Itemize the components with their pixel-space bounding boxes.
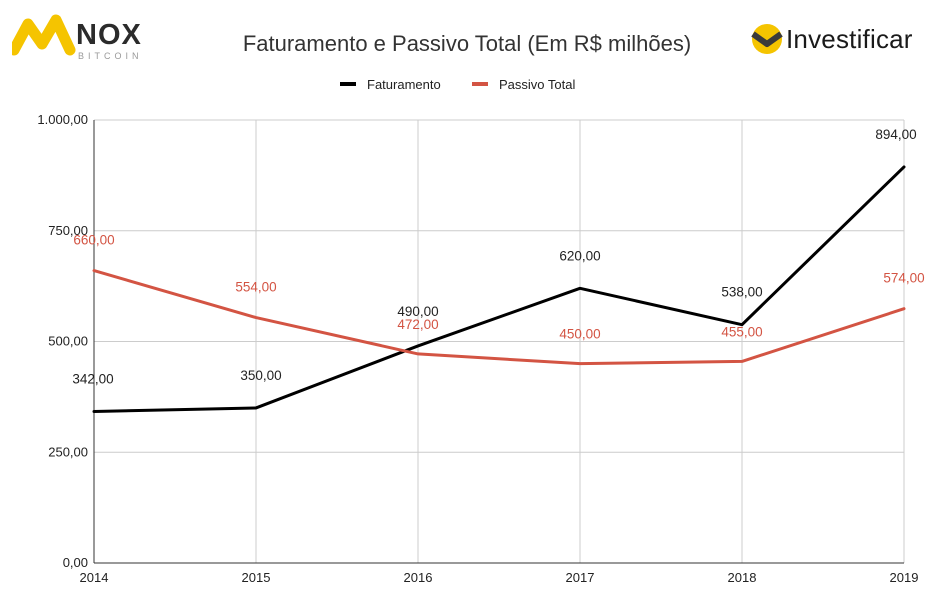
series-line-faturamento — [92, 165, 906, 413]
y-tick-label: 1.000,00 — [37, 112, 88, 127]
legend-label: Passivo Total — [499, 77, 575, 92]
data-label: 538,00 — [721, 285, 762, 300]
x-tick-label: 2015 — [242, 570, 271, 585]
data-label: 455,00 — [721, 324, 762, 339]
series-line-passivo-total — [92, 269, 906, 366]
legend-label: Faturamento — [367, 77, 441, 92]
chart-title: Faturamento e Passivo Total (Em R$ milhõ… — [242, 31, 692, 56]
data-label: 350,00 — [240, 368, 281, 383]
chart-legend: Faturamento Passivo Total — [340, 77, 575, 92]
nox-logo-icon — [12, 14, 76, 56]
y-tick-label: 0,00 — [63, 555, 88, 570]
x-tick-label: 2018 — [728, 570, 757, 585]
data-label: 554,00 — [235, 280, 276, 295]
x-tick-label: 2017 — [566, 570, 595, 585]
data-label: 450,00 — [559, 327, 600, 342]
chart-data-labels: 342,00 350,00 490,00 620,00 538,00 894,00 660,… — [72, 127, 924, 387]
y-tick-label: 250,00 — [48, 444, 88, 459]
investificar-logo-icon — [751, 24, 783, 54]
data-label: 472,00 — [397, 317, 438, 332]
nox-brand-name: NOX — [76, 19, 142, 51]
chart-series — [92, 165, 906, 413]
investificar-brand-name: Investificar — [786, 24, 913, 54]
x-tick-label: 2016 — [404, 570, 433, 585]
data-label: 574,00 — [883, 271, 924, 286]
data-label: 342,00 — [72, 371, 113, 386]
data-label: 490,00 — [397, 304, 438, 319]
chart-axes: 0,00 250,00 500,00 750,00 1.000,00 2014 2015 20… — [37, 112, 918, 585]
nox-brand-subtitle: BITCOIN — [78, 51, 143, 61]
y-tick-label: 750,00 — [48, 223, 88, 238]
x-tick-label: 2014 — [80, 570, 109, 585]
data-label: 660,00 — [73, 233, 114, 248]
y-tick-label: 500,00 — [48, 334, 88, 349]
data-label: 620,00 — [559, 248, 600, 263]
data-label: 894,00 — [875, 127, 916, 142]
x-tick-label: 2019 — [890, 570, 919, 585]
chart-grid — [94, 119, 905, 563]
